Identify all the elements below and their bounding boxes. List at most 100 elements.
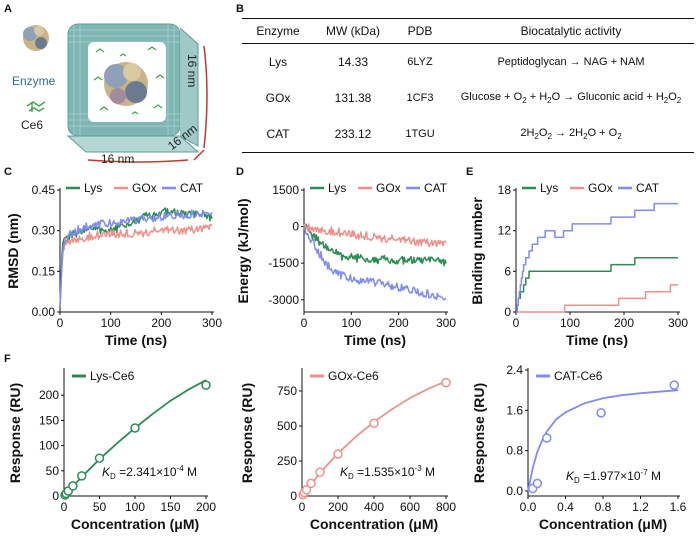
y-tick-label: 0.45 [32, 183, 56, 197]
x-tick-label: 200 [328, 500, 348, 514]
chart-energy: 0 100 200 300 1500 0 -1500 -3000 Time (ns) Energy… [235, 181, 456, 348]
cell-activity: Peptidoglycan → NAG + NAM [497, 56, 645, 68]
y-axis-label: Energy (kJ/mol) [235, 198, 251, 303]
dimension-height: 16 nm [185, 54, 199, 88]
data-point [94, 453, 105, 463]
x-tick-label: 100 [341, 316, 361, 330]
legend-label-cat: CAT [636, 181, 660, 195]
legend-label-lys: Lys [84, 181, 102, 195]
data-point [68, 481, 78, 491]
x-tick-label: 0 [57, 316, 64, 330]
y-tick-label: 200 [39, 388, 59, 402]
cell-activity: Glucose + O2 + H2O → Gluconic acid + H2O… [460, 90, 682, 106]
data-point [201, 380, 211, 390]
y-axis-label: Response (RU) [7, 383, 23, 483]
cell-mw: 233.12 [334, 127, 372, 141]
legend-label-cat: CAT [180, 181, 204, 195]
simulation-box [66, 23, 208, 163]
y-tick-label: 0.30 [32, 224, 56, 238]
y-tick-label: -3000 [268, 293, 299, 307]
series-line-gox [516, 284, 678, 313]
y-tick-label: 250 [277, 454, 297, 468]
chart-gox-ce6: 0 200 400 600 800 0 250 500 750 Concentration (μM… [239, 368, 456, 532]
col-header-mw: MW (kDa) [326, 24, 380, 38]
kd-annotation: KD =1.977×10-7 M [566, 468, 661, 485]
data-point [542, 433, 552, 443]
legend-label-cat: CAT [424, 181, 448, 195]
series-line-gox [59, 223, 213, 307]
y-tick-label: -1500 [268, 256, 299, 270]
x-tick-label: 300 [668, 316, 688, 330]
x-tick-label: 300 [202, 316, 222, 330]
cell-enzyme: Lys [268, 55, 288, 69]
y-tick-label: 100 [39, 439, 59, 453]
enzyme-table-wrapper: Enzyme MW (kDa) PDB Biocatalytic activit… [242, 18, 694, 153]
x-tick-label: 200 [614, 316, 634, 330]
y-tick-label: 150 [39, 413, 59, 427]
legend-label-lys: Lys [328, 181, 346, 195]
series-line-gox [303, 222, 447, 248]
y-axis-label: RMSD (nm) [5, 213, 21, 288]
y-tick-label: 0.00 [32, 305, 56, 319]
col-header-enzyme: Enzyme [256, 24, 300, 38]
y-tick-label: 0.8 [506, 444, 523, 458]
fit-curve [527, 389, 679, 492]
kd-annotation: KD =2.341×10-4 M [102, 464, 197, 481]
series-line-lys [303, 223, 447, 267]
legend-label-gox: GOx [376, 181, 401, 195]
table-row: GOx 131.38 1CF3 Glucose + O2 + H2O → Glu… [242, 80, 694, 116]
x-tick-label: 0.4 [557, 500, 574, 514]
x-tick-label: 300 [436, 316, 456, 330]
x-tick-label: 400 [364, 500, 384, 514]
data-point [669, 380, 679, 390]
legend-label-gox: GOx [588, 181, 613, 195]
x-axis-label: Time (ns) [344, 332, 406, 348]
enzyme-label: Enzyme [12, 74, 56, 88]
legend-label: GOx-Ce6 [328, 369, 379, 383]
y-tick-label: 6 [504, 264, 511, 278]
data-point [441, 377, 451, 388]
cell-activity: 2H2O2 → 2H2O + O2 [520, 126, 622, 142]
x-tick-label: 0.8 [595, 500, 612, 514]
x-tick-label: 100 [125, 500, 145, 514]
chart-cat-ce6: 0.0 0.4 0.8 1.2 1.6 0.0 0.8 1.6 2.4 Concentration… [471, 363, 687, 532]
enzyme-table-header: Enzyme MW (kDa) PDB Biocatalytic activit… [242, 19, 694, 43]
x-tick-label: 100 [101, 316, 121, 330]
data-point [532, 478, 543, 489]
y-tick-label: 500 [277, 419, 297, 433]
x-tick-label: 800 [436, 500, 456, 514]
data-point [77, 471, 87, 481]
y-tick-label: 50 [46, 464, 60, 478]
x-tick-label: 150 [160, 500, 180, 514]
table-row: CAT 233.12 1TGU 2H2O2 → 2H2O + O2 [242, 116, 694, 153]
panel-label-e: E [466, 166, 474, 178]
data-point [301, 484, 312, 495]
x-tick-label: 0.0 [520, 500, 537, 514]
x-tick-label: 1.6 [670, 500, 687, 514]
table-header-rule: Enzyme MW (kDa) PDB Biocatalytic activit… [242, 18, 694, 44]
series-line-cat [59, 209, 213, 307]
cell-mw: 14.33 [337, 55, 369, 69]
y-tick-label: 750 [277, 384, 297, 398]
y-tick-label: 2.4 [506, 363, 523, 377]
x-axis-label: Time (ns) [566, 332, 628, 348]
ce6-glyph-icon [26, 101, 46, 112]
y-tick-label: 18 [498, 183, 512, 197]
cell-pdb: 6LYZ [407, 56, 433, 68]
y-tick-label: 0 [290, 489, 297, 503]
series-line-cat [516, 202, 678, 313]
data-point [130, 423, 140, 433]
chart-rmsd: 0 100 200 300 0.00 0.15 0.30 0.45 Time (ns) RMSD … [5, 181, 222, 348]
legend-label: Lys-Ce6 [90, 369, 135, 383]
dimension-width: 16 nm [101, 152, 135, 166]
x-tick-label: 200 [389, 316, 409, 330]
y-axis-label: Response (RU) [471, 383, 487, 483]
kd-annotation: KD =1.535×10-3 M [340, 464, 435, 481]
y-tick-label: 0 [52, 489, 59, 503]
chart-lys-ce6: 0 50 100 150 200 0 50 100 150 200 Concentration (μ… [7, 368, 216, 532]
x-tick-label: 0 [301, 316, 308, 330]
simulation-box-illustration [23, 23, 208, 163]
y-tick-label: 0 [292, 220, 299, 234]
legend-label: CAT-Ce6 [554, 369, 603, 383]
data-point [369, 418, 379, 428]
